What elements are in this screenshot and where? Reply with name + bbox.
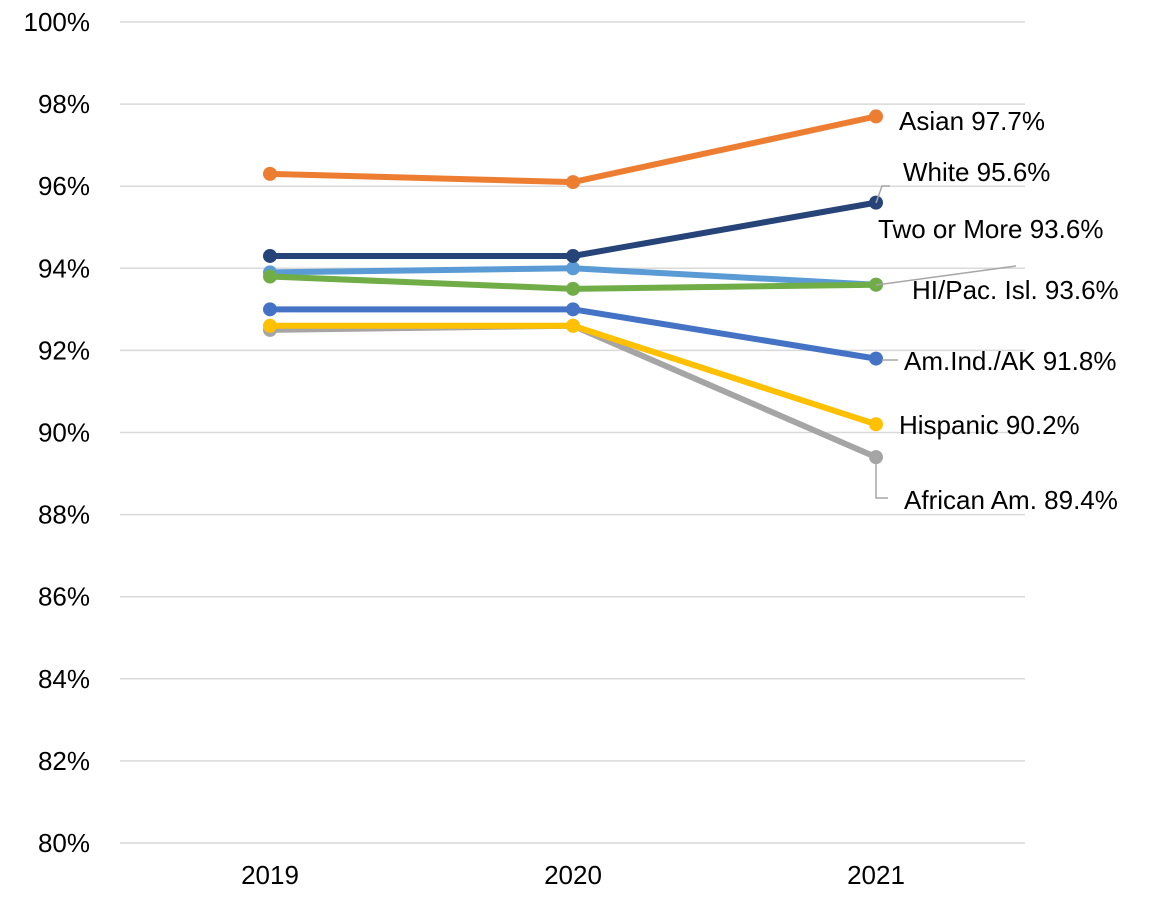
data-point-asian <box>869 109 883 124</box>
data-label-white: White 95.6% <box>903 157 1050 187</box>
y-tick-label: 92% <box>38 335 90 365</box>
y-tick-label: 100% <box>24 7 91 37</box>
x-tick-label: 2019 <box>241 860 299 890</box>
data-label-two-or-more: Two or More 93.6% <box>878 214 1103 244</box>
series-hispanic <box>263 318 883 432</box>
data-point-hispanic <box>869 417 883 432</box>
gridlines <box>120 21 1025 844</box>
y-tick-label: 88% <box>38 500 90 530</box>
series-line-am-ind-ak <box>267 306 879 362</box>
data-point-am-ind-ak <box>263 302 277 317</box>
data-point-two-or-more <box>566 261 580 276</box>
series-hi-pac-isl <box>263 269 883 296</box>
data-point-white <box>566 248 580 263</box>
x-tick-label: 2021 <box>847 860 905 890</box>
series-white <box>263 195 883 263</box>
y-tick-label: 86% <box>38 582 90 612</box>
data-point-hi-pac-isl <box>263 269 277 284</box>
series-lines <box>263 109 883 465</box>
data-point-white <box>263 248 277 263</box>
y-tick-label: 84% <box>38 664 90 694</box>
data-point-asian <box>566 175 580 190</box>
data-label-asian: Asian 97.7% <box>899 106 1045 136</box>
series-line-hispanic <box>267 322 879 428</box>
data-label-am-ind-ak: Am.Ind./AK 91.8% <box>904 346 1116 376</box>
leader-line-hi-pac-isl <box>875 265 1017 286</box>
data-point-hispanic <box>566 318 580 333</box>
y-tick-label: 94% <box>38 253 90 283</box>
series-african-am <box>263 318 883 465</box>
data-point-hispanic <box>263 318 277 333</box>
y-tick-label: 82% <box>38 746 90 776</box>
x-axis-tick-labels: 2019 2020 2021 <box>241 860 905 890</box>
series-line-white <box>267 199 879 259</box>
series-line-asian <box>267 113 879 186</box>
end-data-labels: African Am. 89.4% Hispanic 90.2% Am.Ind./A… <box>878 106 1119 515</box>
leader-line-white <box>875 185 890 204</box>
y-tick-label: 98% <box>38 89 90 119</box>
y-tick-label: 96% <box>38 171 90 201</box>
series-am-ind-ak <box>263 302 883 366</box>
data-label-hispanic: Hispanic 90.2% <box>899 410 1080 440</box>
data-point-hi-pac-isl <box>566 281 580 296</box>
y-tick-label: 80% <box>38 828 90 858</box>
data-label-hi-pac-isl: HI/Pac. Isl. 93.6% <box>912 275 1119 305</box>
data-label-african-am: African Am. 89.4% <box>904 485 1118 515</box>
leader-line-african-am <box>875 457 888 499</box>
series-asian <box>263 109 883 190</box>
x-tick-label: 2020 <box>544 860 602 890</box>
data-point-am-ind-ak <box>869 351 883 366</box>
data-point-am-ind-ak <box>566 302 580 317</box>
data-point-asian <box>263 166 277 181</box>
label-leader-lines <box>875 185 1017 499</box>
y-axis-tick-labels: 80% 82% 84% 86% 88% 90% 92% 94% 96% 98% 100% <box>24 7 91 858</box>
y-tick-label: 90% <box>38 418 90 448</box>
